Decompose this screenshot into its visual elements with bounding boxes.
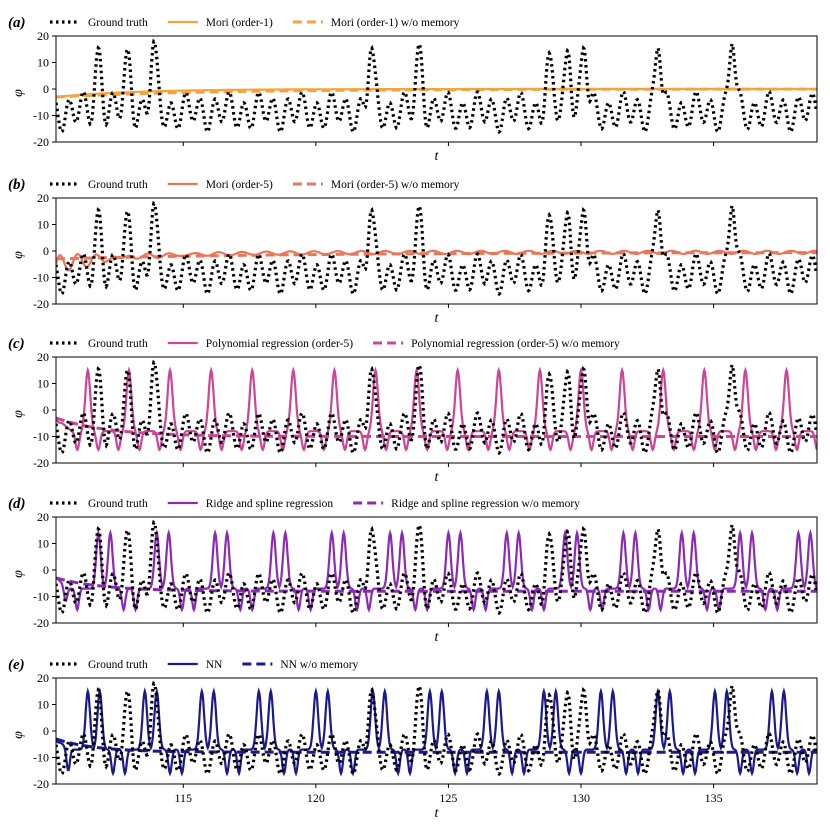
panel-tag: (b) bbox=[8, 177, 26, 193]
y-tick-label: 10 bbox=[37, 698, 49, 712]
axes-frame bbox=[55, 516, 818, 624]
panel-tag: (e) bbox=[8, 657, 25, 673]
legend-label-0: Ground truth bbox=[88, 179, 148, 191]
legend-label-0: Ground truth bbox=[88, 17, 148, 29]
y-tick-label: 20 bbox=[37, 191, 49, 205]
y-tick-label: 10 bbox=[37, 218, 49, 232]
panel-tag: (a) bbox=[8, 15, 26, 31]
panel-b: 20 10 0 -10 -20 φ t (b) Ground truth Mori (order-… bbox=[8, 177, 818, 326]
series-line-0 bbox=[56, 358, 817, 456]
y-tick-label: -20 bbox=[33, 456, 49, 470]
x-tick-label: 115 bbox=[174, 791, 192, 805]
y-axis-label: φ bbox=[11, 731, 26, 739]
y-tick-label: 0 bbox=[43, 563, 49, 577]
x-axis-label: t bbox=[435, 806, 440, 821]
legend-label-1: NN bbox=[206, 659, 223, 671]
y-tick-label: -20 bbox=[33, 777, 49, 791]
y-tick-label: 0 bbox=[43, 403, 49, 417]
x-axis-label: t bbox=[435, 149, 440, 164]
series-line-0 bbox=[56, 199, 817, 297]
x-tick-label: 135 bbox=[705, 791, 723, 805]
series-line-0 bbox=[56, 519, 817, 616]
y-tick-label: -10 bbox=[33, 590, 49, 604]
y-tick-label: -20 bbox=[33, 616, 49, 630]
y-tick-label: -10 bbox=[33, 751, 49, 765]
legend-label-1: Mori (order-5) bbox=[206, 179, 273, 191]
x-tick-label: 120 bbox=[307, 791, 325, 805]
legend-label-0: Ground truth bbox=[88, 498, 148, 510]
legend-label-1: Mori (order-1) bbox=[206, 17, 273, 29]
series-line-2 bbox=[56, 87, 817, 99]
y-tick-label: 20 bbox=[37, 671, 49, 685]
y-tick-label: 10 bbox=[37, 377, 49, 391]
x-tick-label: 130 bbox=[572, 791, 590, 805]
y-tick-label: 20 bbox=[37, 29, 49, 43]
panel-tag: (c) bbox=[8, 336, 25, 352]
x-axis-label: t bbox=[435, 311, 440, 326]
x-tick-label: 125 bbox=[439, 791, 457, 805]
panel-a: 20 10 0 -10 -20 φ t (a) Ground truth Mori (order-… bbox=[8, 15, 818, 164]
y-tick-label: 10 bbox=[37, 537, 49, 551]
y-axis-label: φ bbox=[11, 410, 26, 418]
legend-label-2: NN w/o memory bbox=[280, 659, 358, 671]
y-tick-label: 0 bbox=[43, 244, 49, 258]
y-tick-label: -10 bbox=[33, 109, 49, 123]
panel-c: 20 10 0 -10 -20 φ t (c) Ground truth Polynomial r… bbox=[8, 336, 818, 485]
y-tick-label: 0 bbox=[43, 724, 49, 738]
series-line-0 bbox=[56, 37, 817, 135]
legend-label-2: Ridge and spline regression w/o memory bbox=[391, 498, 580, 510]
legend-label-1: Polynomial regression (order-5) bbox=[206, 338, 353, 350]
y-axis-label: φ bbox=[11, 89, 26, 97]
legend-label-1: Ridge and spline regression bbox=[206, 498, 334, 510]
y-tick-label: -10 bbox=[33, 271, 49, 285]
y-tick-label: 0 bbox=[43, 82, 49, 96]
y-tick-label: -10 bbox=[33, 430, 49, 444]
panel-d: 20 10 0 -10 -20 φ t (d) Ground truth Ridge and sp… bbox=[8, 496, 818, 645]
y-tick-label: -20 bbox=[33, 135, 49, 149]
legend-label-2: Mori (order-5) w/o memory bbox=[331, 179, 460, 191]
series-line-1 bbox=[56, 687, 817, 777]
series-line-2 bbox=[56, 251, 817, 261]
y-tick-label: 10 bbox=[37, 56, 49, 70]
legend-label-2: Polynomial regression (order-5) w/o memo… bbox=[411, 338, 620, 350]
y-tick-label: -20 bbox=[33, 297, 49, 311]
y-axis-label: φ bbox=[11, 251, 26, 259]
legend-label-0: Ground truth bbox=[88, 659, 148, 671]
y-tick-label: 20 bbox=[37, 350, 49, 364]
legend-label-2: Mori (order-1) w/o memory bbox=[331, 17, 460, 29]
panel-e: 20 10 0 -10 -20 115 120 125 130 135 φ t (e) Ground tr… bbox=[8, 657, 818, 821]
y-tick-label: 20 bbox=[37, 510, 49, 524]
panel-tag: (d) bbox=[8, 496, 26, 512]
series-line-0 bbox=[56, 680, 817, 777]
y-axis-label: φ bbox=[11, 570, 26, 578]
x-axis-label: t bbox=[435, 470, 440, 485]
series-line-1 bbox=[56, 528, 817, 613]
x-axis-label: t bbox=[435, 630, 440, 645]
legend-label-0: Ground truth bbox=[88, 338, 148, 350]
